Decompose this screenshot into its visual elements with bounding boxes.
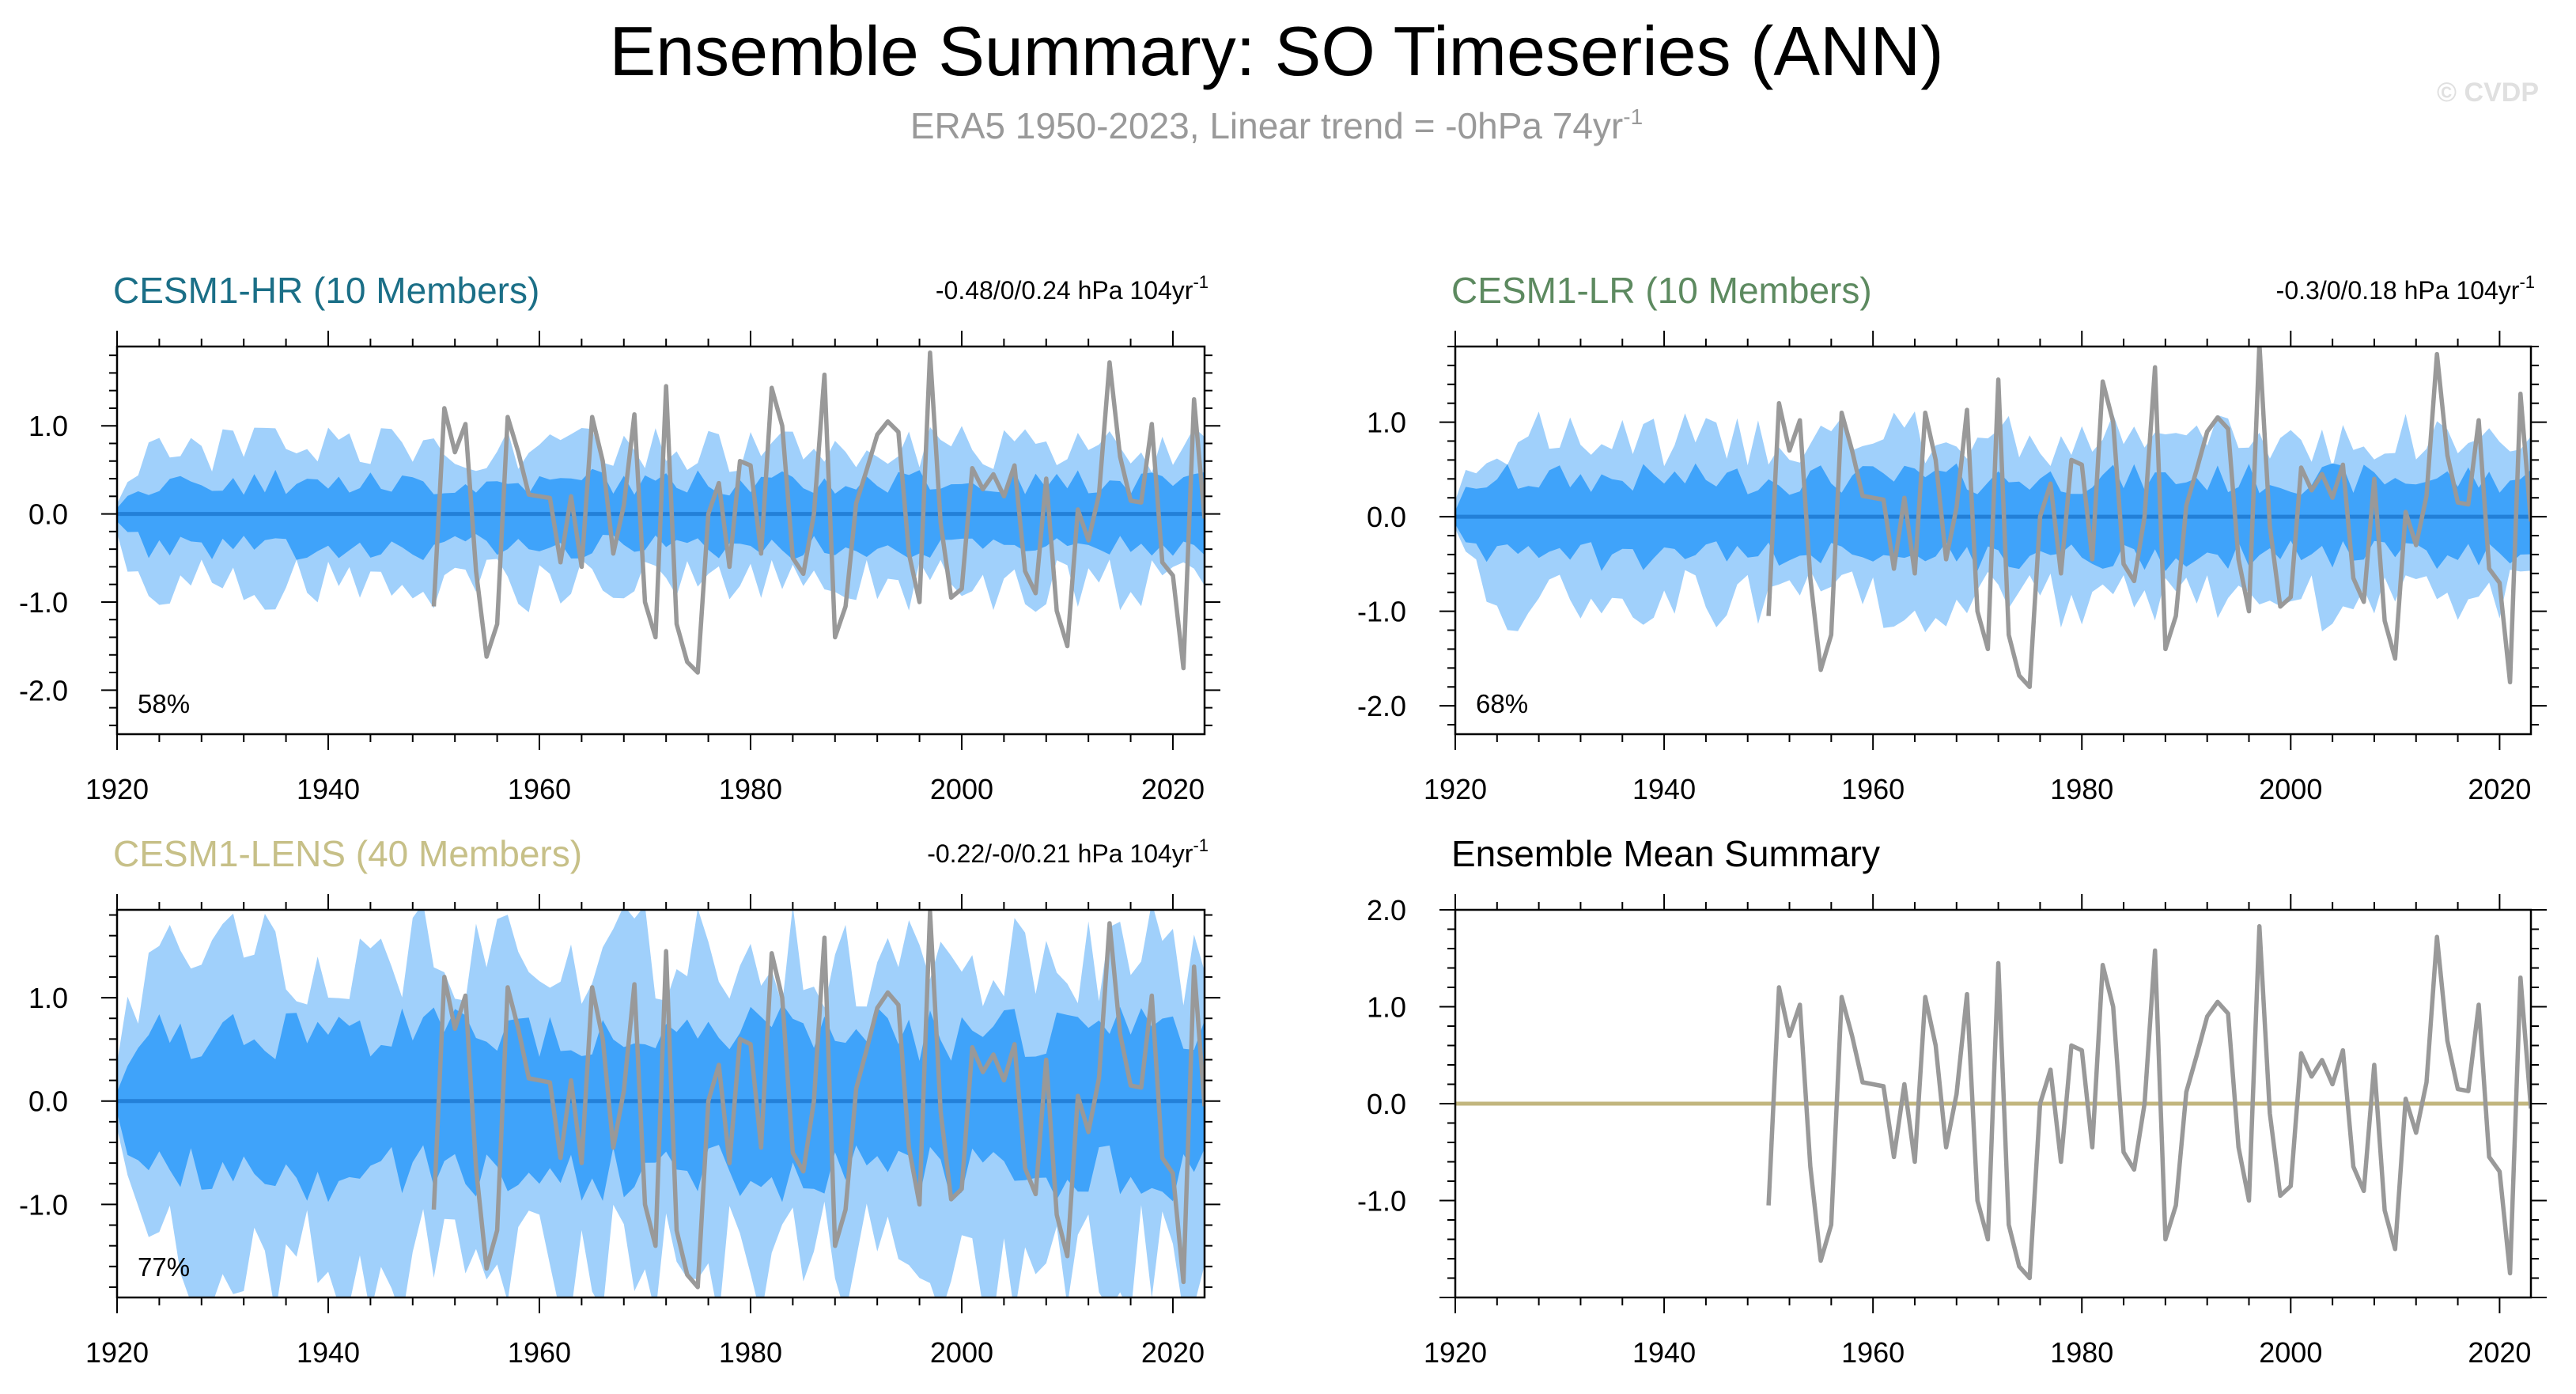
plot-frame-lr — [1454, 345, 2532, 736]
x-tick-label-lens: 1940 — [297, 1336, 360, 1369]
x-tick-label-lr: 1960 — [1841, 773, 1905, 805]
panel-lr: 1920 1940 1960 1980 2000 2020 1.0 0.0 -1.0 -2.0 CE… — [1357, 270, 2547, 805]
x-tick-label-lens: 1980 — [719, 1336, 782, 1369]
y-tick-label-hr: -2.0 — [19, 674, 68, 706]
y-tick-label-hr: -1.0 — [19, 586, 68, 619]
trend-text-lr: -0.3/0/0.18 hPa 104yr — [2276, 276, 2520, 305]
obs-line-lr — [1766, 347, 2531, 689]
panel-title-summary: Ensemble Mean Summary — [1451, 833, 1880, 874]
trend-superscript-lr: -1 — [2519, 272, 2535, 292]
x-tick-label-hr: 2000 — [930, 773, 993, 805]
percent-label-hr: 58% — [138, 689, 190, 718]
panel-title-lr: CESM1-LR (10 Members) — [1451, 270, 1872, 311]
panel-hr: 1920 1940 1960 1980 2000 2020 1.0 0.0 -1.0 -2.0 CE… — [19, 270, 1220, 805]
ticks-lens — [101, 894, 1220, 1313]
obs-line-lens — [431, 910, 1205, 1290]
percent-label-lr: 68% — [1476, 689, 1528, 718]
x-tick-label-lens: 2000 — [930, 1336, 993, 1369]
y-tick-label-summary: 2.0 — [1367, 894, 1406, 926]
y-tick-label-summary: 0.0 — [1367, 1088, 1406, 1120]
ticks-lr — [1439, 331, 2547, 750]
y-tick-label-summary: -1.0 — [1357, 1185, 1406, 1218]
panel-title-hr: CESM1-HR (10 Members) — [113, 270, 539, 311]
subtitle-superscript: -1 — [1623, 104, 1643, 129]
x-tick-label-hr: 1920 — [85, 773, 149, 805]
x-tick-label-lens: 1960 — [508, 1336, 571, 1369]
x-tick-label-lr: 1940 — [1632, 773, 1696, 805]
trend-superscript-hr: -1 — [1193, 272, 1209, 292]
plot-area-lr — [1455, 347, 2531, 689]
ticks-hr — [101, 331, 1220, 750]
subtitle-text: ERA5 1950-2023, Linear trend = -0hPa 74y… — [910, 105, 1623, 146]
panel-title-lens: CESM1-LENS (40 Members) — [113, 833, 582, 874]
x-tick-label-lr: 1980 — [2050, 773, 2113, 805]
x-tick-label-lr: 2000 — [2259, 773, 2322, 805]
x-tick-label-lr: 2020 — [2468, 773, 2531, 805]
trend-annotation-hr: -0.48/0/0.24 hPa 104yr-1 — [936, 272, 1209, 305]
panel-lens: 1920 1940 1960 1980 2000 2020 1.0 0.0 -1.0 CESM1-… — [19, 833, 1220, 1369]
ticks-summary — [1439, 894, 2547, 1313]
x-tick-label-summary: 1960 — [1841, 1336, 1905, 1369]
plot-frame-lens — [115, 908, 1206, 1299]
y-tick-label-summary: 1.0 — [1367, 991, 1406, 1024]
x-tick-label-lens: 1920 — [85, 1336, 149, 1369]
x-tick-label-summary: 2000 — [2259, 1336, 2322, 1369]
x-tick-label-hr: 1980 — [719, 773, 782, 805]
x-tick-label-summary: 1940 — [1632, 1336, 1696, 1369]
x-tick-label-lens: 2020 — [1141, 1336, 1205, 1369]
panel-summary: 1920 1940 1960 1980 2000 2020 2.0 1.0 0.0 -1.0 Ens… — [1357, 833, 2547, 1369]
y-tick-label-lr: 0.0 — [1367, 501, 1406, 533]
x-tick-label-lr: 1920 — [1424, 773, 1487, 805]
x-tick-label-summary: 2020 — [2468, 1336, 2531, 1369]
y-tick-label-lr: -2.0 — [1357, 690, 1406, 722]
panels: 1920 1940 1960 1980 2000 2020 1.0 0.0 -1.0 -2.0 CE… — [19, 270, 2547, 1369]
x-tick-label-hr: 1940 — [297, 773, 360, 805]
plot-frame-hr — [115, 345, 1206, 736]
y-tick-label-lr: 1.0 — [1367, 407, 1406, 439]
x-tick-label-hr: 2020 — [1141, 773, 1205, 805]
y-tick-label-lens: 0.0 — [28, 1085, 68, 1118]
obs-line-summary — [1766, 924, 2531, 1281]
plot-area-summary — [1455, 924, 2531, 1281]
plot-area-hr — [117, 350, 1205, 675]
trend-superscript-lens: -1 — [1193, 835, 1209, 855]
subtitle: ERA5 1950-2023, Linear trend = -0hPa 74y… — [910, 104, 1643, 146]
y-tick-label-lens: 1.0 — [28, 982, 68, 1014]
trend-text-lens: -0.22/-0/0.21 hPa 104yr — [927, 839, 1193, 868]
x-tick-label-summary: 1980 — [2050, 1336, 2113, 1369]
y-tick-label-lr: -1.0 — [1357, 596, 1406, 628]
y-tick-label-hr: 0.0 — [28, 498, 68, 531]
main-title: Ensemble Summary: SO Timeseries (ANN) — [609, 12, 1943, 90]
trend-annotation-lens: -0.22/-0/0.21 hPa 104yr-1 — [927, 835, 1209, 868]
y-tick-label-hr: 1.0 — [28, 410, 68, 442]
x-tick-label-hr: 1960 — [508, 773, 571, 805]
percent-label-lens: 77% — [138, 1252, 190, 1282]
plot-area-lens — [117, 910, 1205, 1297]
x-tick-label-summary: 1920 — [1424, 1336, 1487, 1369]
trend-annotation-lr: -0.3/0/0.18 hPa 104yr-1 — [2276, 272, 2535, 305]
obs-line-hr — [431, 350, 1205, 675]
cvdp-watermark: © CVDP — [2437, 78, 2539, 108]
y-tick-label-lens: -1.0 — [19, 1188, 68, 1221]
trend-text-hr: -0.48/0/0.24 hPa 104yr — [936, 276, 1193, 305]
